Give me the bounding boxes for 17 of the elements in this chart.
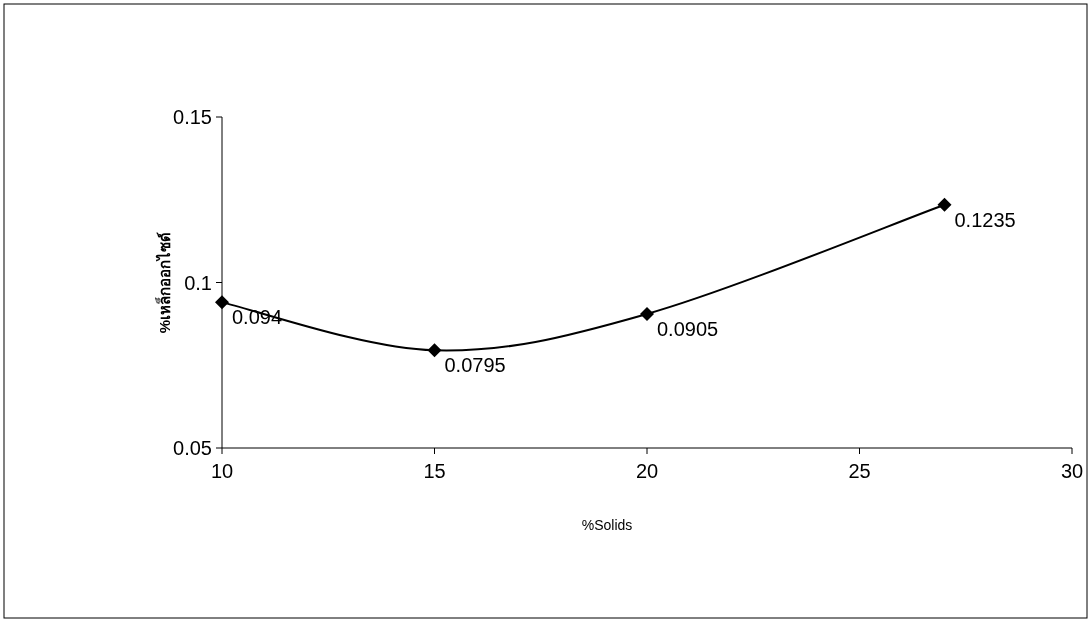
- x-tick-label: 25: [848, 460, 871, 482]
- y-tick-label: 0.1: [184, 271, 212, 294]
- x-tick-label: 15: [423, 460, 446, 482]
- data-label: 0.0905: [657, 317, 719, 340]
- y-axis-title: %เหล็กออกไซด์: [155, 231, 173, 334]
- x-tick-label: 30: [1060, 460, 1084, 482]
- x-tick-label: 20: [635, 460, 659, 482]
- point: [215, 295, 229, 310]
- x-axis-title: %Solids: [581, 517, 633, 533]
- data-label: 0.1235: [954, 208, 1016, 231]
- data-label: 0.0795: [444, 354, 506, 377]
- point: [427, 343, 442, 358]
- y-tick-label: 0.15: [173, 106, 212, 128]
- x-tick-label: 10: [210, 460, 234, 482]
- point: [640, 306, 654, 321]
- point: [937, 197, 952, 212]
- y-tick-label: 0.05: [173, 437, 212, 459]
